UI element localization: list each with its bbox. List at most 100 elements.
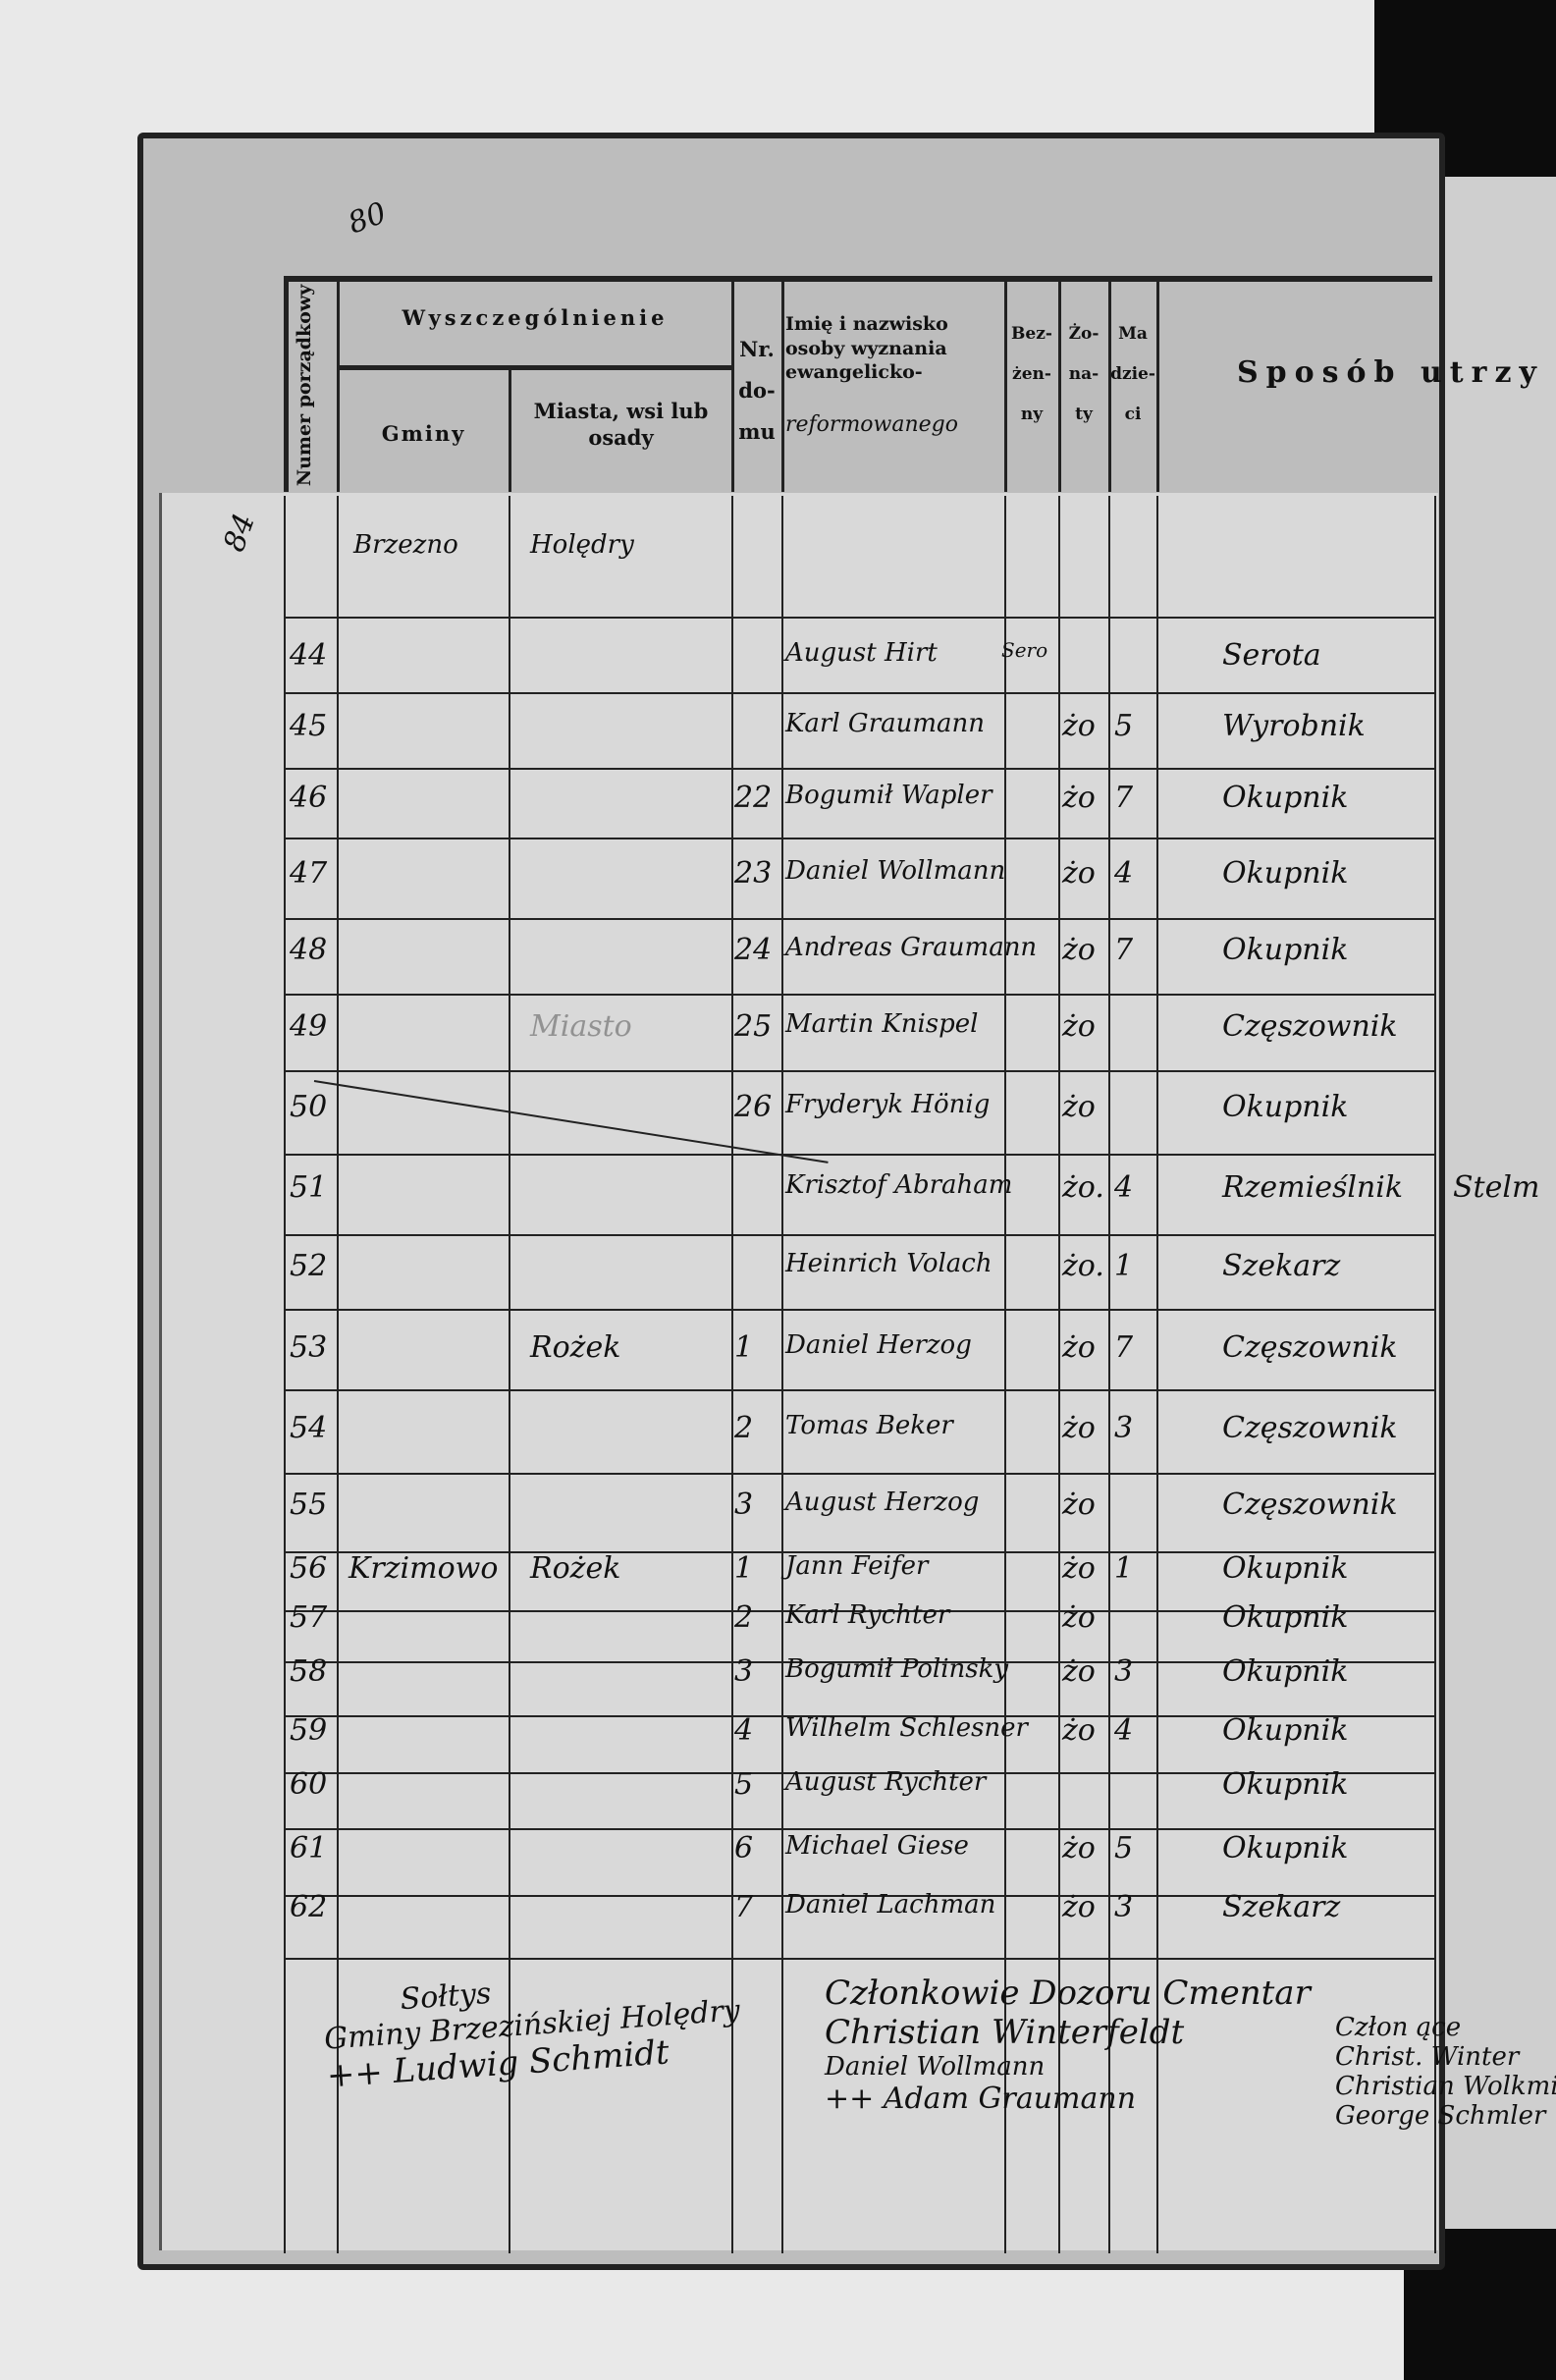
row-house-number: 2 [734, 1411, 754, 1445]
row-extra: Stelm [1453, 1170, 1540, 1205]
row-number: 59 [290, 1713, 328, 1748]
row-house-number: 1 [734, 1551, 754, 1586]
column-rule [1434, 496, 1436, 2253]
column-rule [731, 496, 733, 2253]
row-dzieci: 4 [1114, 1713, 1134, 1748]
header-group-rule [337, 365, 731, 370]
row-rule [284, 994, 1434, 996]
row-zonaty: żo. [1062, 1170, 1104, 1205]
row-sposob: Okupnik [1222, 1654, 1349, 1689]
row-number: 48 [290, 933, 328, 967]
signature-line: Christ. Winter [1335, 2042, 1520, 2072]
signature-line: Człon ące [1335, 2013, 1462, 2042]
header-col-number: Numer porządkowy [294, 284, 315, 487]
row-dzieci: 3 [1114, 1411, 1134, 1445]
row-zonaty: żo [1062, 1551, 1096, 1586]
row-house-number: 7 [734, 1890, 754, 1924]
header-vline [1058, 276, 1061, 492]
row-rule [284, 838, 1434, 839]
row-number: 61 [290, 1831, 328, 1866]
row-zonaty: żo [1062, 1600, 1096, 1635]
signature-line: Członkowie Dozoru Cmentar [825, 1974, 1311, 2013]
row-number: 45 [290, 709, 328, 743]
row-zonaty: żo [1062, 1654, 1096, 1689]
row-dzieci: 3 [1114, 1654, 1134, 1689]
header-vline [1156, 276, 1159, 492]
row-miasto: Rożek [530, 1551, 621, 1586]
row-rule [284, 1389, 1434, 1391]
row-sposob: Częszownik [1222, 1009, 1398, 1044]
row-rule [284, 1473, 1434, 1475]
inserted-sheet [159, 493, 1438, 2250]
row-name: Daniel Herzog [785, 1330, 972, 1360]
header-col-zonaty: Żo- na- ty [1068, 324, 1100, 424]
header-col-sposob: Sposób utrzy [1237, 355, 1544, 390]
row-sposob: Częszownik [1222, 1330, 1398, 1365]
row-zonaty: żo [1062, 933, 1096, 967]
row-zonaty: żo [1062, 1090, 1096, 1124]
signature-line: ++ Adam Graumann [825, 2082, 1137, 2116]
column-rule [337, 496, 339, 2253]
row-house-number: 24 [734, 933, 773, 967]
row-zonaty: żo. [1062, 1249, 1104, 1283]
row-house-number: 4 [734, 1713, 754, 1748]
signature-middle: Członkowie Dozoru Cmentar Christian Wint… [825, 1974, 1311, 2116]
row-rule [284, 692, 1434, 694]
row-rule [284, 1715, 1434, 1717]
header-vline [1108, 276, 1111, 492]
row-house-number: 3 [734, 1654, 754, 1689]
row-dzieci: 7 [1114, 1330, 1134, 1365]
row-name: Wilhelm Schlesner [785, 1713, 1028, 1743]
row-rule [284, 617, 1434, 619]
row-sposob: Okupnik [1222, 856, 1349, 891]
row-number: 58 [290, 1654, 328, 1689]
row-sposob: Okupnik [1222, 781, 1349, 815]
row-zonaty: żo [1062, 1330, 1096, 1365]
row-rule [284, 1661, 1434, 1663]
row-name: Krisztof Abraham [785, 1170, 1013, 1200]
row-house-number: 6 [734, 1831, 754, 1866]
column-rule [781, 496, 783, 2253]
row-rule [284, 1828, 1434, 1830]
row-house-number: 25 [734, 1009, 773, 1044]
signature-line: Daniel Wollmann [825, 2052, 1046, 2082]
row-house-number: 23 [734, 856, 773, 891]
row-rule [284, 1772, 1434, 1774]
row-rule [284, 1958, 1434, 1960]
row-rule [284, 1070, 1434, 1072]
header-vline [731, 276, 734, 492]
row-name: Andreas Graumann [785, 933, 1038, 962]
row-name: Daniel Wollmann [785, 856, 1006, 886]
header-col-bezzeny: Bez- żen- ny [1011, 324, 1052, 424]
row-zonaty: żo [1062, 1488, 1096, 1522]
row-house-number: 26 [734, 1090, 773, 1124]
row-rule [284, 1551, 1434, 1553]
row-dzieci: 3 [1114, 1890, 1134, 1924]
row-sposob: Okupnik [1222, 1551, 1349, 1586]
row-zonaty: żo [1062, 709, 1096, 743]
row-name: Bogumił Polinsky [785, 1654, 1009, 1684]
row-zonaty: żo [1062, 856, 1096, 891]
signature-line: Christian Winterfeldt [825, 2013, 1185, 2052]
row-name: Bogumił Wapler [785, 781, 993, 810]
row-dzieci: 5 [1114, 1831, 1134, 1866]
row-sposob: Szekarz [1222, 1249, 1341, 1283]
row-number: 51 [290, 1170, 328, 1205]
row-number: 57 [290, 1600, 328, 1635]
row-number: 50 [290, 1090, 328, 1124]
column-rule [1108, 496, 1110, 2253]
row-dzieci: 4 [1114, 1170, 1134, 1205]
column-rule [284, 496, 286, 2253]
row-miasto: Miasto [530, 1009, 632, 1044]
row-sposob: Serota [1222, 638, 1321, 673]
row-name: Karl Graumann [785, 709, 986, 738]
top-miasto: Holędry [530, 530, 634, 560]
row-name: Jann Feifer [785, 1551, 929, 1581]
row-dzieci: 4 [1114, 856, 1134, 891]
row-dzieci: 7 [1114, 781, 1134, 815]
row-miasto: Rożek [530, 1330, 621, 1365]
header-col-dzieci: Ma dzie- ci [1110, 324, 1155, 424]
header-vline [509, 369, 511, 492]
row-gmina: Krzimowo [349, 1551, 499, 1586]
header-col-miasta: Miasta, wsi lub osady [533, 399, 709, 451]
